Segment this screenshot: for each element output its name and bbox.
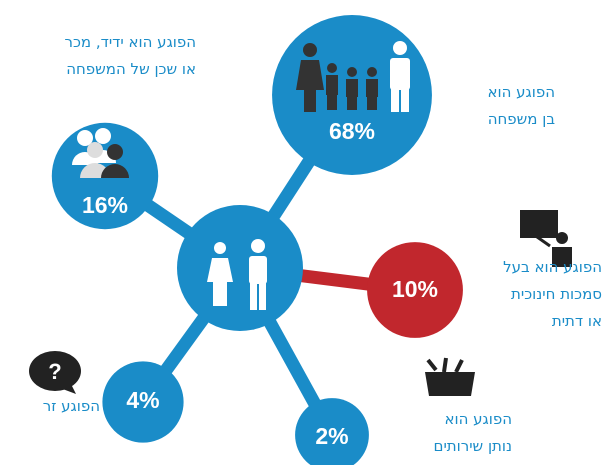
label-line: הפוגע הוא ידיד, מכר bbox=[65, 33, 196, 51]
category-label: הפוגע הוא בן משפחה bbox=[487, 83, 555, 128]
center-circle bbox=[177, 205, 303, 331]
label-line: הפוגע הוא bbox=[487, 83, 555, 101]
value-label: 68% bbox=[329, 118, 375, 144]
family-icon bbox=[390, 41, 410, 112]
label-line: הפוגע הוא בעל bbox=[503, 258, 602, 276]
teacher-icon bbox=[520, 210, 572, 267]
label-line: נותן שירותים bbox=[433, 437, 512, 455]
svg-text:?: ? bbox=[48, 359, 61, 384]
category-label: הפוגע הוא בעל סמכות חינוכית או דתית bbox=[503, 258, 602, 330]
family-icon bbox=[296, 43, 378, 112]
label-line: הפוגע הוא bbox=[444, 410, 512, 428]
toolbox-icon bbox=[425, 357, 475, 396]
value-label: 2% bbox=[315, 423, 348, 449]
bubble bbox=[295, 398, 369, 465]
value-label: 4% bbox=[126, 387, 159, 413]
question-icon: ? bbox=[29, 351, 81, 394]
bubble bbox=[367, 242, 463, 338]
category-label: הפוגע הוא ידיד, מכר או שכן של המשפחה bbox=[65, 33, 196, 78]
center-icon bbox=[207, 239, 267, 310]
label-line: בן משפחה bbox=[488, 110, 556, 128]
label-line: סמכות חינוכית bbox=[511, 285, 602, 303]
value-label: 16% bbox=[82, 192, 128, 218]
value-label: 10% bbox=[392, 276, 438, 302]
label-line: הפוגע זר bbox=[43, 397, 100, 415]
bubble bbox=[102, 361, 184, 443]
label-line: או דתית bbox=[552, 312, 602, 330]
category-label: הפוגע זר bbox=[43, 397, 100, 415]
category-label: הפוגע הוא נותן שירותים bbox=[433, 410, 512, 455]
group-icon bbox=[72, 128, 129, 178]
label-line: או שכן של המשפחה bbox=[66, 60, 196, 78]
